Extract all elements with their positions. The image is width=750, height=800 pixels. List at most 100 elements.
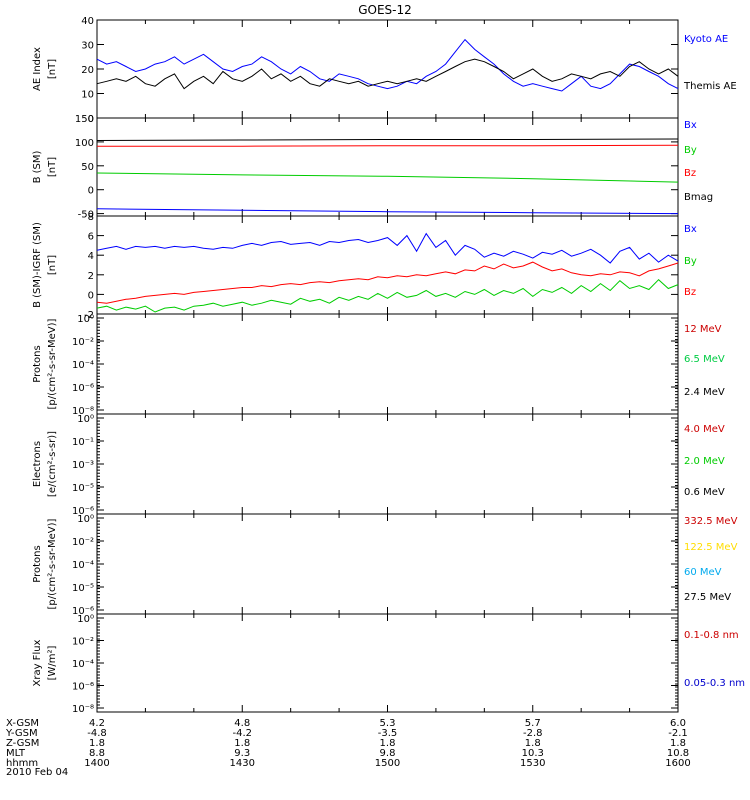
panel-db: B (SM)-IGRF (SM) [nT] -2 0 2 4 6 8 Bx By Bz (32, 212, 697, 321)
axis-row-value: 1.8 (670, 738, 686, 749)
panel-ae: AE Index [nT] 0 10 20 30 40 Kyoto AE Themis AE (32, 16, 737, 125)
date-label: 2010 Feb 04 (6, 767, 68, 778)
axis-row-value: 9.3 (234, 748, 250, 759)
legend-entry: 2.0 MeV (684, 456, 725, 467)
axis-row-value: 1.8 (380, 738, 396, 749)
y-axis-label: B (SM)-IGRF (SM) (32, 222, 43, 308)
axis-row-value: 5.3 (380, 718, 396, 729)
legend-entry: Bz (684, 287, 696, 298)
y-tick-label: 10⁻⁶ (72, 682, 94, 693)
y-axis-label: Electrons (32, 441, 43, 487)
y-tick-label: 0 (88, 186, 94, 197)
y-tick-label: 10⁻⁸ (72, 704, 94, 715)
panel-frame (96, 19, 679, 119)
panel-frame (96, 613, 679, 713)
y-tick-label: 10⁻⁸ (72, 406, 94, 417)
legend-entry: By (684, 256, 697, 267)
series-line-themis-ae (96, 58, 679, 90)
legend-entry: Bz (684, 168, 696, 179)
axis-row-value: 4.8 (234, 718, 250, 729)
legend-entry: 0.1-0.8 nm (684, 630, 739, 641)
y-tick-label: 6 (88, 232, 94, 243)
plot-title: GOES-12 (358, 3, 412, 17)
panel-electrons: Electrons [e/(cm²-s-sr)] 10⁰ 10⁻¹ 10⁻³ 10⁻⁵ 10… (32, 413, 725, 517)
series-line-kyoto-ae (96, 38, 679, 92)
y-tick-label: 10⁻⁶ (72, 383, 94, 394)
y-tick-label: -50 (78, 210, 94, 221)
panel-protons_high: Protons [p/(cm²-s-sr-MeV)] 10⁰ 10⁻² 10⁻⁴ 10⁻⁵… (32, 513, 738, 617)
axis-row-value: 10.3 (522, 748, 544, 759)
y-axis-unit: [p/(cm²-s-sr-MeV)] (47, 318, 58, 409)
axis-row-label: hhmm (6, 758, 38, 769)
axis-row-value: 1600 (665, 758, 690, 769)
y-tick-label: 150 (75, 114, 94, 125)
y-axis-label: Xray Flux (32, 639, 43, 686)
axis-row-value: 6.0 (670, 718, 686, 729)
y-axis-unit: [nT] (47, 157, 58, 177)
axis-row-value: 1430 (230, 758, 255, 769)
y-tick-label: 10⁻⁵ (72, 483, 94, 494)
legend-entry: 27.5 MeV (684, 592, 731, 603)
legend-entry: 0.6 MeV (684, 487, 725, 498)
y-axis-label: Protons (32, 545, 43, 582)
legend-entry: Bx (684, 224, 697, 235)
y-tick-label: 10⁻¹ (72, 437, 94, 448)
y-axis-unit: [nT] (47, 59, 58, 79)
y-tick-label: 10⁰ (77, 514, 94, 525)
panel-frame (96, 513, 679, 615)
series-line-bx (96, 208, 679, 215)
axis-row-value: 4.2 (89, 718, 105, 729)
legend-entry: By (684, 145, 697, 156)
y-axis-label: B (SM) (32, 150, 43, 183)
legend-entry: 12 MeV (684, 324, 722, 335)
y-tick-label: 10⁻⁶ (72, 506, 94, 517)
axis-row-value: -2.8 (523, 728, 543, 739)
y-tick-label: 50 (81, 162, 94, 173)
y-axis-label: AE Index (32, 47, 43, 91)
legend-entry: 0.05-0.3 nm (684, 678, 745, 689)
y-tick-label: 2 (88, 271, 94, 282)
axis-row-value: -3.5 (378, 728, 398, 739)
y-tick-label: 4 (88, 251, 94, 262)
axis-row-label: Z-GSM (6, 738, 39, 749)
y-axis-label: Protons (32, 345, 43, 382)
axis-row-value: -4.2 (232, 728, 252, 739)
series-line-bmag (96, 138, 679, 141)
axis-row-value: 10.8 (667, 748, 689, 759)
legend-entry: 2.4 MeV (684, 387, 725, 398)
axis-row-value: -2.1 (668, 728, 688, 739)
axis-row-value: 1.8 (525, 738, 541, 749)
axis-row-value: 5.7 (525, 718, 541, 729)
series-line-bz (96, 261, 679, 304)
y-axis-unit: [p/(cm²-s-sr-MeV)] (47, 518, 58, 609)
y-tick-label: 10⁰ (77, 414, 94, 425)
axis-row-value: 9.8 (380, 748, 396, 759)
y-tick-label: 10⁻⁴ (72, 560, 94, 571)
legend-entry: 122.5 MeV (684, 542, 738, 553)
axis-row-value: 8.8 (89, 748, 105, 759)
panel-xray: Xray Flux [W/m²] 10⁰ 10⁻² 10⁻⁴ 10⁻⁶ 10⁻⁸ 0.1-0.… (32, 613, 745, 715)
y-tick-label: 10⁻² (72, 537, 94, 548)
legend-entry: Themis AE (683, 81, 737, 92)
legend-entry: 6.5 MeV (684, 354, 725, 365)
panel-b: B (SM) [nT] -50 0 50 100 150 Bx By Bz Bmag (32, 114, 713, 221)
legend-entry: Bx (684, 120, 697, 131)
legend-entry: 60 MeV (684, 567, 722, 578)
y-tick-label: 10⁰ (77, 314, 94, 325)
y-tick-label: 10⁻³ (72, 460, 94, 471)
panel-frame (96, 313, 679, 415)
y-tick-label: 10⁻² (72, 337, 94, 348)
y-tick-label: 10⁻⁵ (72, 583, 94, 594)
legend-entry: Kyoto AE (684, 34, 728, 45)
y-tick-label: 10⁻⁴ (72, 360, 94, 371)
series-line-by (96, 172, 679, 183)
y-tick-label: 10⁻⁶ (72, 606, 94, 617)
panel-frame (96, 215, 679, 315)
series-line-by (96, 279, 679, 313)
y-tick-label: 10⁰ (77, 614, 94, 625)
series-line-bz (97, 144, 679, 147)
time-axis-labels: 2010 Feb 04 X-GSM 4.2 4.8 5.3 5.7 6.0 Y-GSM -4.… (5, 718, 691, 778)
axis-row-value: 1530 (520, 758, 545, 769)
